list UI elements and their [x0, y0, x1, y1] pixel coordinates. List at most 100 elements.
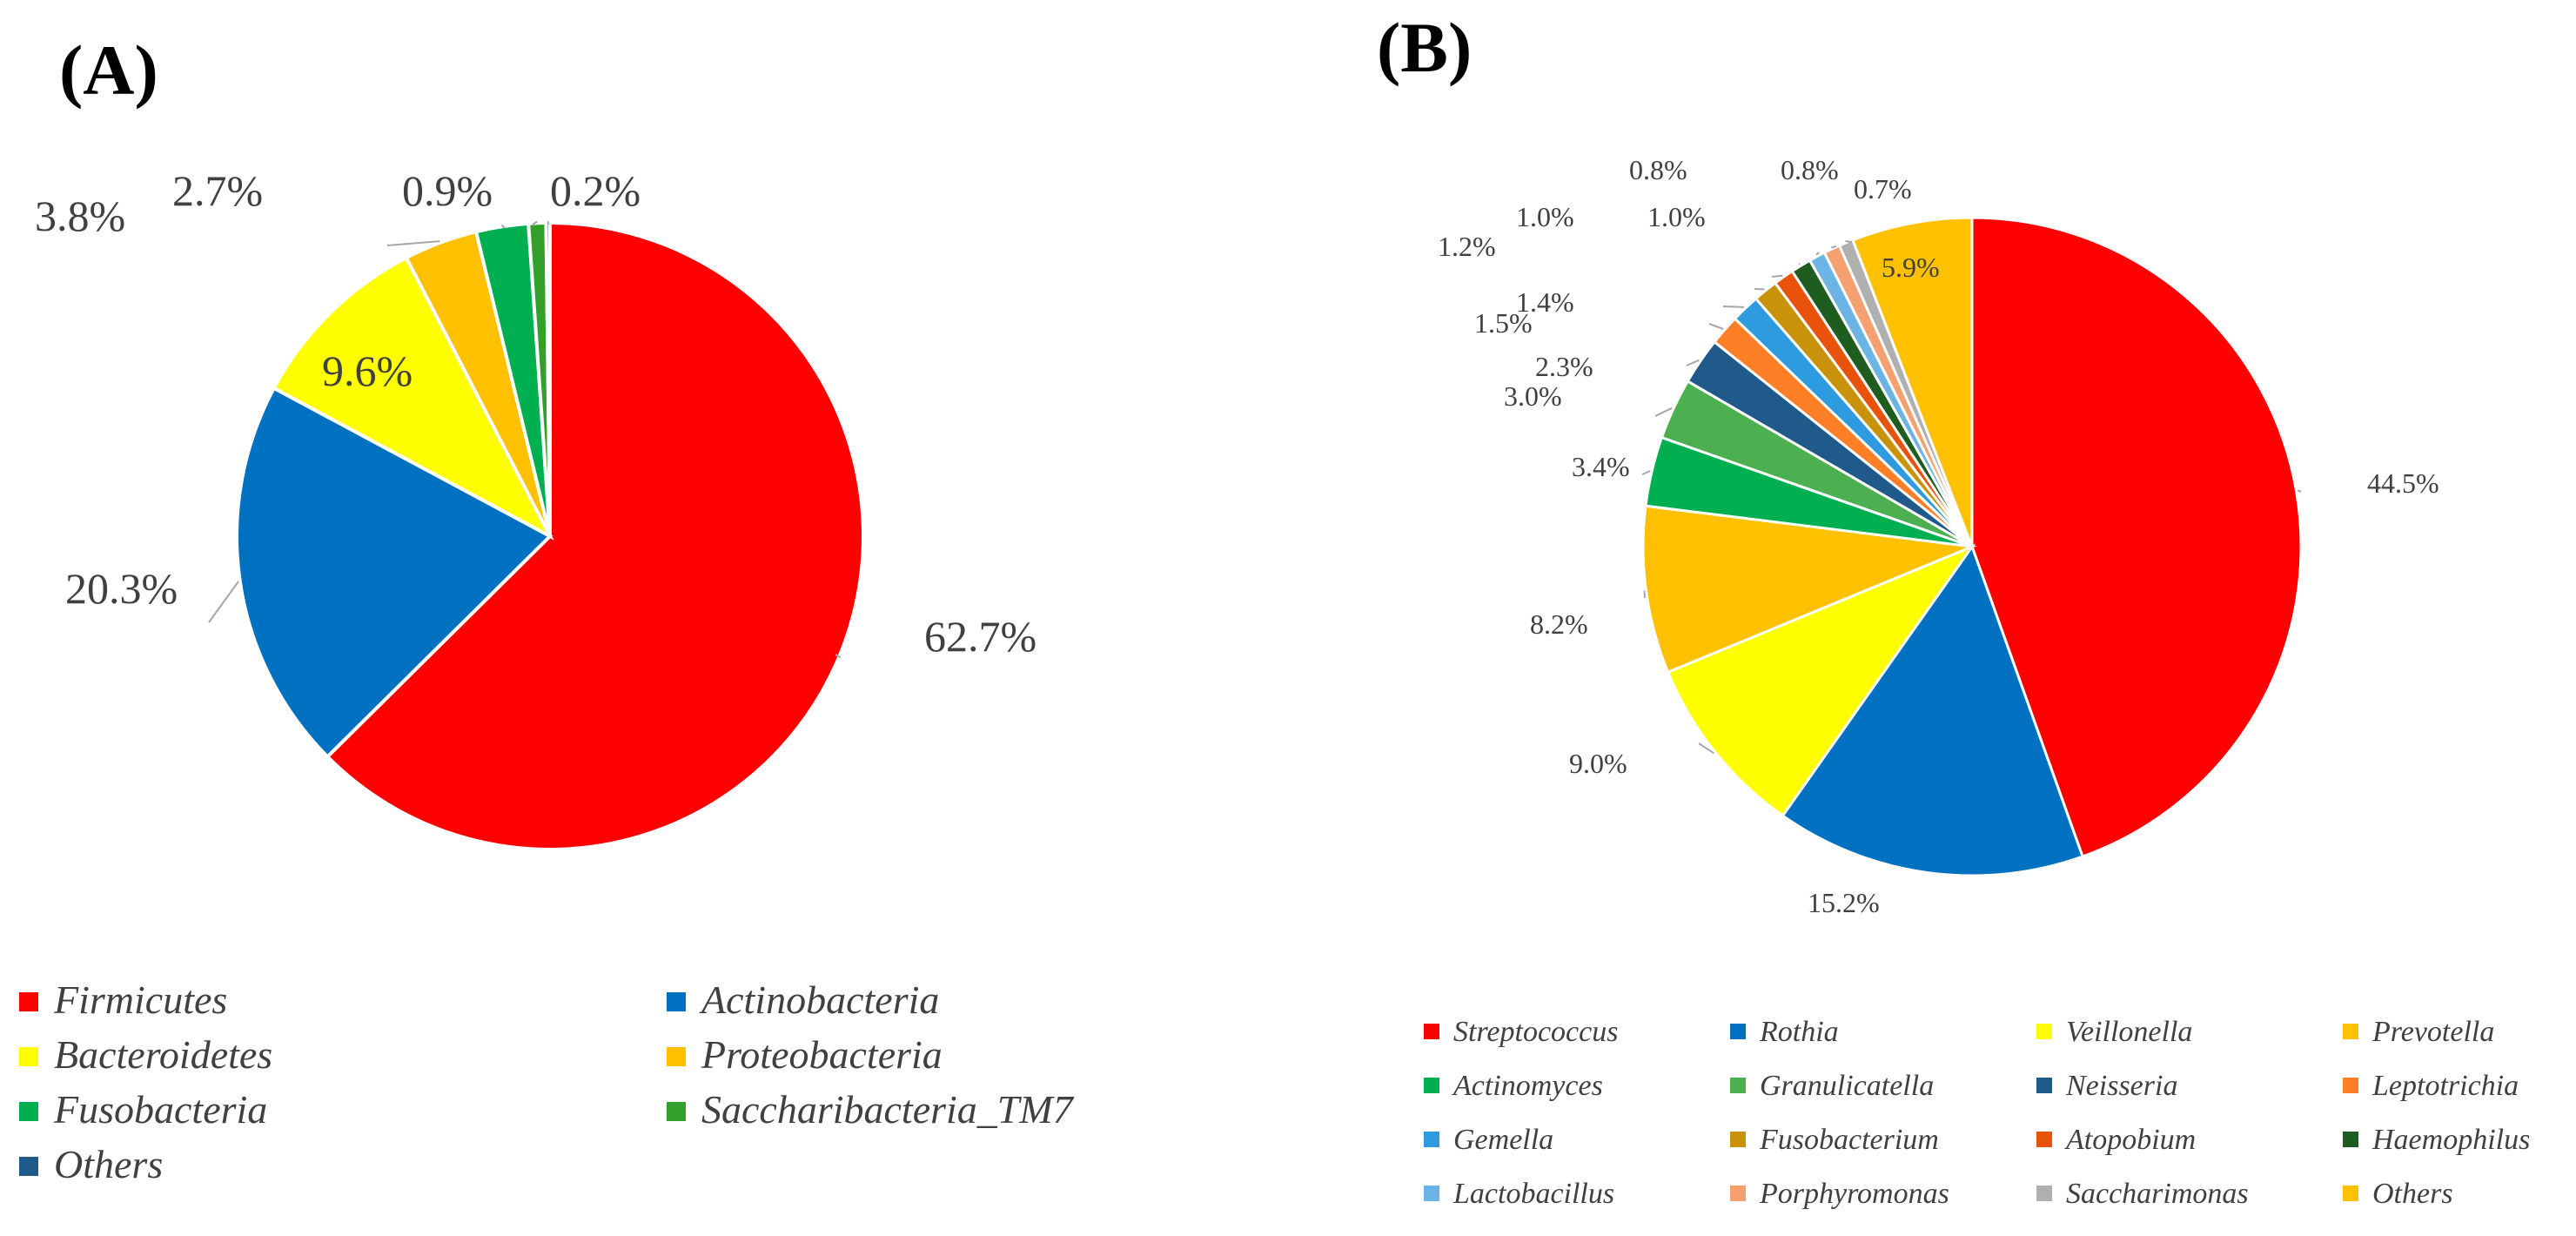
legend-label-gemella: Gemella: [1453, 1124, 1553, 1156]
legend-swatch-fusobacteria: [19, 1102, 38, 1121]
legend-swatch-veillonella: [2036, 1024, 2052, 1039]
legend-label-saccharimonas: Saccharimonas: [2066, 1178, 2249, 1210]
legend-label-fusobacteria: Fusobacteria: [53, 1087, 267, 1132]
legend-label-proteobacteria: Proteobacteria: [701, 1032, 943, 1077]
slice-actinobacteria: [235, 386, 553, 760]
slice-prevotella: [1641, 504, 1977, 675]
pie-a: 62.7% 20.3% 9.6% 3.8% 2.7% 0.9% 0.2%: [35, 166, 1036, 851]
leader-line-porphyromonas: [1830, 245, 1837, 249]
legend-swatch-actinobacteria: [667, 992, 686, 1011]
data-label-lactobacillus: 0.8%: [1629, 154, 1687, 185]
legend-label-prevotella: Prevotella: [2371, 1016, 2494, 1048]
legend-swatch-rothia: [1730, 1024, 1746, 1039]
data-label-granulicatella: 3.0%: [1504, 380, 1562, 412]
legend-swatch-neisseria: [2036, 1078, 2052, 1093]
data-label-bacteroidetes: 9.6%: [322, 346, 413, 395]
legend-label-streptococcus: Streptococcus: [1453, 1016, 1618, 1048]
data-label-actinobacteria: 20.3%: [65, 564, 178, 613]
leader-line-streptococcus: [2297, 489, 2302, 493]
legend-label-atopobium: Atopobium: [2064, 1124, 2196, 1156]
leader-line-lactobacillus: [1815, 252, 1820, 256]
legend-swatch-saccharimonas: [2036, 1186, 2052, 1201]
data-label-saccharimonas: 0.7%: [1854, 173, 1912, 205]
leader-line-actinomyces: [1641, 470, 1651, 475]
legend-label-haemophilus: Haemophilus: [2371, 1124, 2530, 1156]
legend-label-rothia: Rothia: [1759, 1016, 1839, 1048]
leader-line-neisseria: [1686, 359, 1700, 366]
legend-label-fusobacterium: Fusobacterium: [1759, 1124, 1939, 1156]
leader-line-atopobium: [1771, 274, 1783, 278]
legend-swatch-atopobium: [2036, 1132, 2052, 1147]
legend-label-porphyromonas: Porphyromonas: [1759, 1178, 1949, 1210]
legend-label-others: Others: [54, 1142, 163, 1186]
legend-b: Streptococcus Rothia Veillonella Prevotella…: [1424, 1016, 2530, 1210]
panel-a-title: (A): [59, 30, 158, 110]
data-label-fusobacterium: 1.2%: [1438, 231, 1496, 262]
legend-swatch-porphyromonas: [1730, 1186, 1746, 1201]
legend-label-bacteroidetes: Bacteroidetes: [54, 1032, 272, 1077]
panel-b-title: (B): [1377, 8, 1472, 87]
data-label-haemophilus: 1.0%: [1647, 201, 1706, 232]
data-label-porphyromonas: 0.8%: [1781, 154, 1839, 185]
leader-line-granulicatella: [1654, 406, 1673, 417]
data-label-others: 0.2%: [550, 166, 641, 215]
leader-line-leptotrichia: [1708, 323, 1724, 330]
data-label-others: 5.9%: [1882, 252, 1940, 283]
slice-others: [1850, 216, 1974, 547]
data-label-rothia: 15.2%: [1808, 887, 1880, 918]
leader-line-firmicutes: [835, 654, 842, 659]
legend-swatch-leptotrichia: [2343, 1078, 2358, 1093]
legend-swatch-streptococcus: [1424, 1024, 1439, 1039]
slice-bacteroidetes: [272, 255, 554, 541]
data-label-prevotella: 8.2%: [1530, 608, 1588, 640]
legend-swatch-others: [2343, 1186, 2358, 1201]
slice-streptococcus: [1970, 216, 2303, 858]
leader-line-veillonella: [1698, 742, 1714, 755]
legend-swatch-prevotella: [2343, 1024, 2358, 1039]
legend-swatch-fusobacterium: [1730, 1132, 1746, 1147]
legend-label-actinomyces: Actinomyces: [1452, 1070, 1603, 1102]
data-label-saccharibacteria-tm7: 0.9%: [402, 166, 493, 215]
data-label-proteobacteria: 3.8%: [35, 191, 125, 240]
legend-swatch-haemophilus: [2343, 1132, 2358, 1147]
data-label-fusobacteria: 2.7%: [172, 166, 263, 215]
legend-swatch-bacteroidetes: [19, 1047, 38, 1066]
slice-veillonella: [1666, 543, 1976, 818]
leader-line-gemella: [1722, 306, 1745, 308]
leader-line-fusobacteria: [500, 224, 506, 229]
legend-swatch-saccharibacteria-tm7: [667, 1102, 686, 1121]
leader-line-haemophilus: [1798, 263, 1801, 265]
pie-b: 44.5% 15.2% 9.0% 8.2% 3.4% 3.0%2.3%1.5%1.4% 1.…: [1438, 154, 2439, 918]
legend-label-others: Others: [2372, 1178, 2453, 1210]
legend-swatch-lactobacillus: [1424, 1186, 1439, 1201]
legend-label-neisseria: Neisseria: [2065, 1070, 2177, 1102]
data-label-streptococcus: 44.5%: [2367, 467, 2439, 499]
legend-swatch-gemella: [1424, 1132, 1439, 1147]
legend-swatch-actinomyces: [1424, 1078, 1439, 1093]
legend-label-firmicutes: Firmicutes: [53, 977, 227, 1022]
leader-line-actinobacteria: [208, 581, 239, 623]
legend-swatch-proteobacteria: [667, 1047, 686, 1066]
data-label-leptotrichia: 1.5%: [1474, 307, 1533, 339]
leader-line-saccharimonas: [1845, 240, 1853, 243]
legend-label-actinobacteria: Actinobacteria: [699, 977, 939, 1022]
data-label-gemella: 1.4%: [1516, 286, 1574, 318]
legend-swatch-firmicutes: [19, 992, 38, 1011]
legend-swatch-granulicatella: [1730, 1078, 1746, 1093]
legend-label-granulicatella: Granulicatella: [1760, 1070, 1934, 1102]
legend-a: Firmicutes Actinobacteria Bacteroidetes Pro…: [19, 977, 1075, 1186]
legend-label-veillonella: Veillonella: [2066, 1016, 2192, 1048]
slice-rothia: [1781, 543, 2084, 877]
data-label-neisseria: 2.3%: [1535, 351, 1593, 382]
data-label-veillonella: 9.0%: [1569, 748, 1627, 779]
data-label-actinomyces: 3.4%: [1572, 451, 1630, 482]
leader-line-proteobacteria: [386, 240, 440, 246]
legend-label-saccharibacteria-tm7: Saccharibacteria_TM7: [701, 1087, 1075, 1132]
legend-swatch-others: [19, 1157, 38, 1176]
legend-label-lactobacillus: Lactobacillus: [1452, 1178, 1614, 1210]
legend-label-leptotrichia: Leptotrichia: [2371, 1070, 2519, 1102]
leader-line-saccharibacteria-tm7: [532, 220, 538, 225]
leader-line-prevotella: [1643, 590, 1646, 599]
data-label-atopobium: 1.0%: [1516, 201, 1574, 232]
